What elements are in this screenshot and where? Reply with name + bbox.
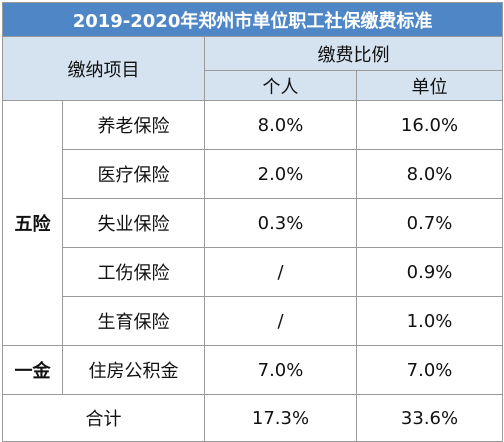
row-name: 养老保险 xyxy=(62,100,205,150)
table-row: 生育保险 / 1.0% xyxy=(3,296,504,346)
row-personal: 7.0% xyxy=(204,345,357,395)
section-wuxian: 五险 xyxy=(2,100,63,346)
table-row: 五险 养老保险 8.0% 16.0% xyxy=(2,100,504,346)
row-personal: / xyxy=(204,247,357,297)
row-personal: 2.0% xyxy=(204,149,357,199)
table-title: 2019-2020年郑州市单位职工社保缴费标准 xyxy=(1,2,504,37)
row-name: 住房公积金 xyxy=(62,345,205,395)
table-row: 一金 住房公积金 7.0% 7.0% xyxy=(2,345,504,395)
total-employer: 33.6% xyxy=(355,394,504,442)
row-employer: 0.9% xyxy=(355,247,504,297)
header-ratio: 缴费比例 xyxy=(203,36,504,71)
row-name: 生育保险 xyxy=(62,296,205,346)
row-name: 工伤保险 xyxy=(62,247,205,297)
row-employer: 16.0% xyxy=(355,100,504,150)
row-employer: 7.0% xyxy=(355,345,504,395)
header-employer: 单位 xyxy=(355,70,504,101)
table-row: 工伤保险 / 0.9% xyxy=(3,247,504,297)
header-item: 缴纳项目 xyxy=(2,36,205,101)
row-personal: 0.3% xyxy=(204,198,357,248)
row-employer: 8.0% xyxy=(355,149,504,199)
row-personal: 8.0% xyxy=(204,100,357,150)
header-personal: 个人 xyxy=(204,70,357,101)
table-row: 失业保险 0.3% 0.7% xyxy=(3,198,504,248)
row-employer: 1.0% xyxy=(355,296,504,346)
row-name: 失业保险 xyxy=(62,198,205,248)
total-label: 合计 xyxy=(2,394,205,442)
row-employer: 0.7% xyxy=(355,198,504,248)
total-personal: 17.3% xyxy=(204,394,357,442)
row-personal: / xyxy=(204,296,357,346)
table-row: 医疗保险 2.0% 8.0% xyxy=(3,149,504,199)
section-yijin: 一金 xyxy=(2,345,63,395)
total-row: 合计 17.3% 33.6% xyxy=(2,394,504,442)
row-name: 医疗保险 xyxy=(62,149,205,199)
